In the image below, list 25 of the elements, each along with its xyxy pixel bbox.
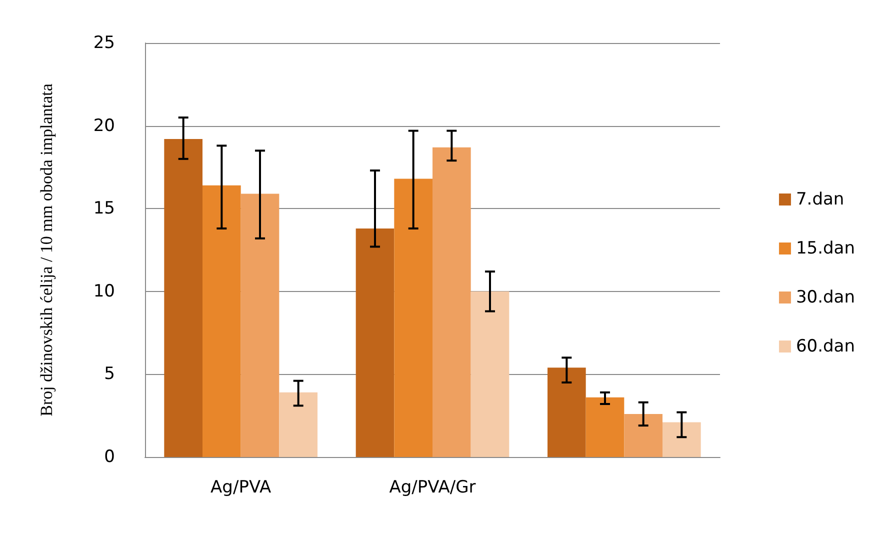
bar	[432, 147, 471, 457]
bar	[624, 414, 662, 457]
y-tick-label: 15	[93, 198, 115, 219]
legend-label: 60.dan	[796, 336, 856, 356]
bar	[394, 178, 432, 457]
bar	[240, 194, 280, 457]
bar	[202, 185, 241, 457]
y-axis-title: Broj džinovskih ćelija / 10 mm oboda implantata	[37, 83, 56, 416]
bar	[279, 392, 318, 457]
bar	[662, 422, 701, 457]
legend-label: 15.dan	[796, 238, 856, 258]
y-tick-label: 0	[104, 447, 115, 467]
bar	[586, 397, 624, 457]
y-tick-label: 10	[93, 281, 115, 302]
bar	[164, 139, 202, 457]
y-tick-label: 20	[93, 116, 115, 136]
y-tick-label: 25	[93, 33, 115, 53]
bar	[356, 228, 394, 457]
legend-label: 30.dan	[796, 288, 856, 308]
y-tick-label: 5	[104, 364, 115, 384]
bar	[548, 368, 586, 457]
x-tick-label: Ag/PVA/Gr	[389, 478, 476, 498]
legend-label: 7.dan	[796, 190, 844, 210]
x-tick-label: Ag/PVA	[210, 478, 272, 498]
bar	[470, 291, 510, 457]
